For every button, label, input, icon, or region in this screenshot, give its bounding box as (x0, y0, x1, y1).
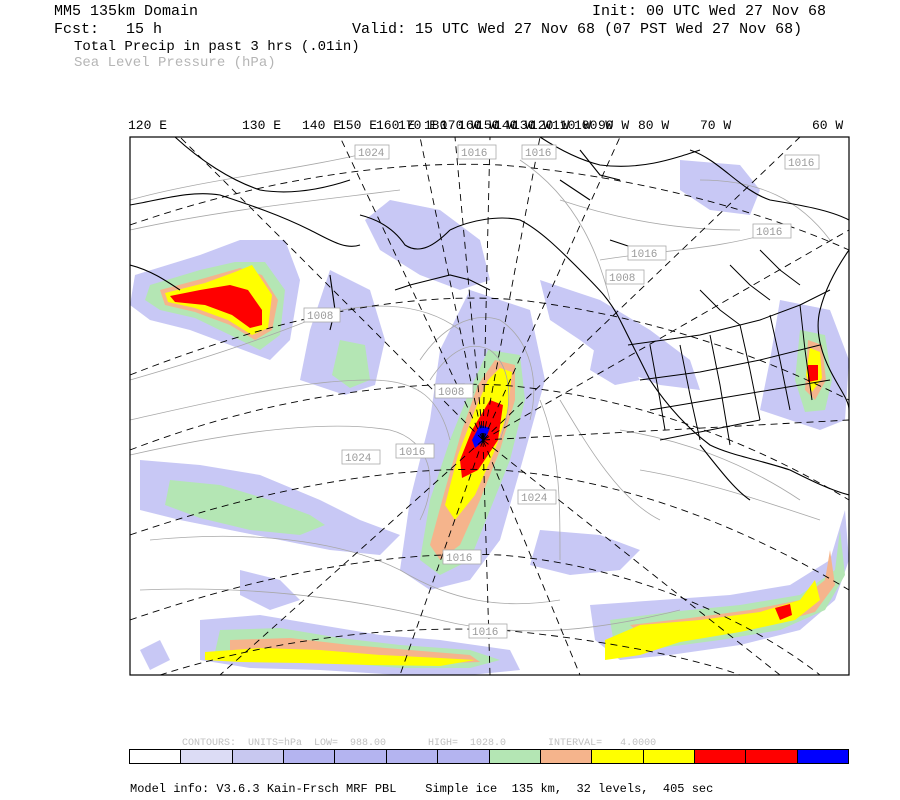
legend-swatch (746, 750, 798, 763)
init-time: Init: 00 UTC Wed 27 Nov 68 (592, 3, 827, 20)
legend-swatch (540, 750, 593, 763)
model-info: Model info: V3.6.3 Kain-Frsch MRF PBL Si… (130, 782, 714, 796)
lon-label-60w: 60 W (812, 118, 844, 133)
lon-label-80w: 80 W (638, 118, 670, 133)
lon-label-140e: 140 E (302, 118, 342, 133)
valid-time: Valid: 15 UTC Wed 27 Nov 68 (07 PST Wed … (352, 21, 803, 38)
pressure-label: 1016 (446, 553, 472, 565)
lon-label-150w: 150 W (476, 118, 516, 133)
map-frame (129, 136, 850, 676)
pressure-label: 1008 (609, 273, 635, 285)
legend-swatch (694, 750, 747, 763)
legend-swatch (797, 750, 849, 763)
pressure-label: 1016 (461, 148, 487, 160)
lon-label-130w: 130 W (512, 118, 552, 133)
lon-label-170e: 170 E (398, 118, 438, 133)
pressure-label: 1024 (521, 493, 548, 505)
pressure-label: 1016 (525, 148, 551, 160)
legend-swatch (592, 750, 644, 763)
lon-label-150e: 150 E (338, 118, 378, 133)
lon-label-110w: 110 W (552, 118, 592, 133)
contour-info: CONTOURS: UNITS=hPa LOW= 988.00 HIGH= 10… (182, 738, 657, 749)
pressure-label: 1016 (788, 158, 814, 170)
pressure-label: 1024 (358, 148, 385, 160)
lon-label-120e: 120 E (128, 118, 168, 133)
lon-label-140w: 140 W (494, 118, 534, 133)
field-precip-label: Total Precip in past 3 hrs (.01in) (74, 39, 360, 55)
legend-swatch (386, 750, 439, 763)
precip-legend (129, 749, 849, 764)
field-slp-label: Sea Level Pressure (hPa) (74, 55, 276, 71)
pressure-labels: 1024 1016 1016 1016 1016 1008 1008 1008 … (303, 144, 820, 639)
legend-swatch (438, 750, 490, 763)
lon-label-90w: 90 W (598, 118, 630, 133)
lon-label-180: 180 (424, 118, 448, 133)
legend-swatch (489, 750, 541, 763)
pressure-label: 1008 (438, 387, 464, 399)
lon-label-160w: 160 W (458, 118, 498, 133)
domain-title: MM5 135km Domain (54, 3, 199, 20)
pressure-label: 1016 (472, 627, 498, 639)
legend-swatch (284, 750, 336, 763)
pressure-label: 1016 (631, 249, 657, 261)
lon-label-120w: 120 W (530, 118, 570, 133)
pressure-label: 1024 (345, 453, 372, 465)
legend-swatch (130, 750, 182, 763)
lon-label-160e: 160 E (376, 118, 416, 133)
lon-label-70w: 70 W (700, 118, 732, 133)
legend-swatch (643, 750, 695, 763)
political-borders (627, 249, 831, 446)
legend-swatch (181, 750, 233, 763)
pressure-label: 1016 (756, 227, 782, 239)
lon-label-130e: 130 E (242, 118, 282, 133)
pressure-label: 1016 (399, 447, 425, 459)
forecast-hour: Fcst: 15 h (54, 21, 163, 38)
lon-label-170w: 170 W (440, 118, 480, 133)
latlon-grid (130, 137, 849, 675)
legend-swatch (335, 750, 387, 763)
legend-swatch (232, 750, 285, 763)
lon-label-100w: 100 W (574, 118, 614, 133)
pressure-label: 1008 (307, 311, 333, 323)
